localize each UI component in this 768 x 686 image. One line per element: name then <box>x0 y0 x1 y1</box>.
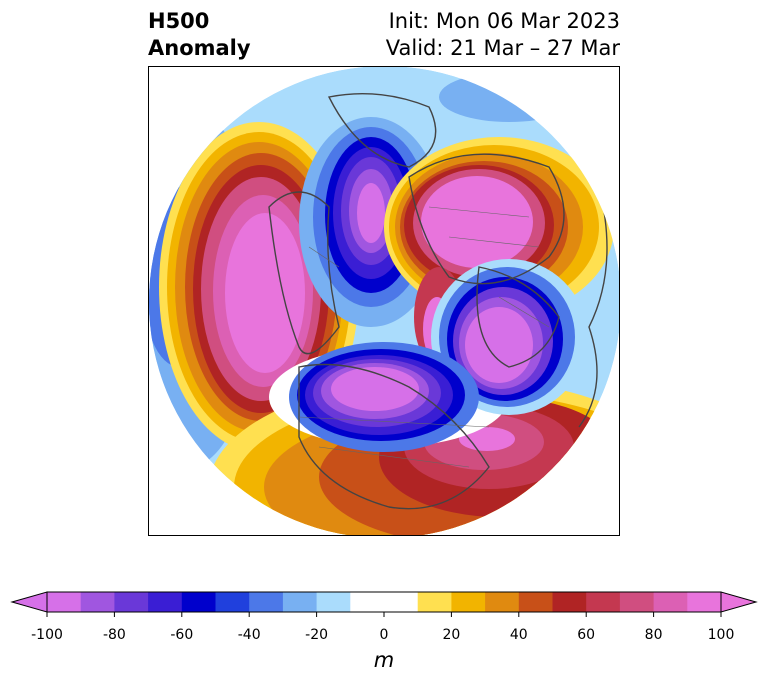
colorbar-segment <box>687 592 722 612</box>
map-panel <box>148 66 620 536</box>
colorbar-label: m <box>373 648 395 672</box>
colorbar-segment <box>215 592 250 612</box>
negative-anomaly-north <box>439 72 579 122</box>
colorbar-segment <box>350 592 385 612</box>
negative-anomaly-south-central <box>289 342 479 452</box>
colorbar-over-arrow <box>720 591 758 613</box>
colorbar <box>10 591 758 617</box>
colorbar-segment <box>282 592 318 612</box>
title-type: Anomaly <box>148 36 251 60</box>
anomaly-field <box>149 67 619 535</box>
colorbar-segment <box>249 592 284 612</box>
coastlines <box>268 92 608 510</box>
colorbar-tick-label: 100 <box>707 627 735 643</box>
colorbar-tick-label: -100 <box>31 627 63 643</box>
colorbar-segment <box>552 592 587 612</box>
colorbar-segment <box>417 592 452 612</box>
title-variable: H500 <box>148 9 210 33</box>
colorbar-segment <box>653 592 688 612</box>
colorbar-tick-label: 0 <box>379 627 389 643</box>
colorbar-tick-label: -80 <box>102 627 126 643</box>
colorbar-tick-label: 20 <box>442 627 461 643</box>
colorbar-tick-label: 80 <box>644 627 663 643</box>
borders <box>298 206 550 468</box>
colorbar-segment <box>114 592 149 612</box>
valid-range: Valid: 21 Mar – 27 Mar <box>385 36 620 60</box>
colorbar-segment <box>148 592 183 612</box>
title-left: H500 Anomaly <box>148 8 251 62</box>
anomaly-map <box>149 67 619 535</box>
init-date: Init: Mon 06 Mar 2023 <box>388 9 620 33</box>
colorbar-tick-label: 60 <box>577 627 596 643</box>
colorbar-segment <box>181 592 216 612</box>
positive-anomaly-west <box>159 122 359 452</box>
colorbar-under-arrow <box>10 591 48 613</box>
title-right: Init: Mon 06 Mar 2023 Valid: 21 Mar – 27… <box>386 8 620 62</box>
colorbar-tick-label: -60 <box>170 627 194 643</box>
colorbar-segment <box>316 592 351 612</box>
colorbar-segment <box>451 592 486 612</box>
colorbar-segment <box>485 592 520 612</box>
colorbar-segment <box>384 592 419 612</box>
colorbar-tick-label: 40 <box>509 627 528 643</box>
colorbar-tick-label: -40 <box>237 627 261 643</box>
colorbar-segment <box>80 592 115 612</box>
colorbar-segment <box>47 592 82 612</box>
colorbar-segment <box>586 592 621 612</box>
colorbar-segment <box>619 592 655 612</box>
colorbar-tick-label: -20 <box>305 627 329 643</box>
colorbar-segment <box>518 592 553 612</box>
